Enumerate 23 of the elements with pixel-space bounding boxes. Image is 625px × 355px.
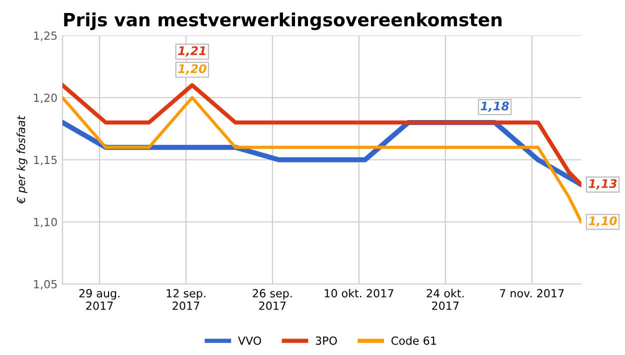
data-label: 1,10	[588, 216, 617, 227]
x-tick-label: 12 sep. 2017	[166, 289, 206, 310]
data-label: 1,20	[178, 64, 206, 75]
x-tick-label: 10 okt. 2017	[324, 288, 394, 298]
line-series	[62, 96, 582, 224]
y-tick-label: 1,05	[34, 280, 57, 290]
y-tick-label: 1,20	[34, 94, 57, 104]
chart-title: Prijs van mestverwerkingsovereenkomsten	[64, 12, 502, 30]
x-tick-label: 26 sep. 2017	[252, 289, 292, 310]
data-label: 1,18	[480, 102, 509, 112]
y-axis-title: € per kg fosfaat	[16, 115, 28, 204]
y-tick-label: 1,10	[34, 218, 57, 228]
x-tick-label: 29 aug. 2017	[79, 289, 120, 310]
legend-label: 3PO	[316, 336, 337, 345]
legend-label: VVO	[238, 336, 262, 345]
x-tick-label: 24 okt. 2017	[426, 288, 464, 310]
y-tick-label: 1,25	[34, 31, 57, 42]
legend-label: Code 61	[391, 336, 436, 345]
x-tick-label: 7 nov. 2017	[500, 289, 564, 298]
line-series	[62, 83, 582, 187]
y-tick-label: 1,15	[34, 156, 57, 166]
data-label: 1,21	[178, 46, 206, 57]
data-label: 1,13	[588, 179, 617, 190]
